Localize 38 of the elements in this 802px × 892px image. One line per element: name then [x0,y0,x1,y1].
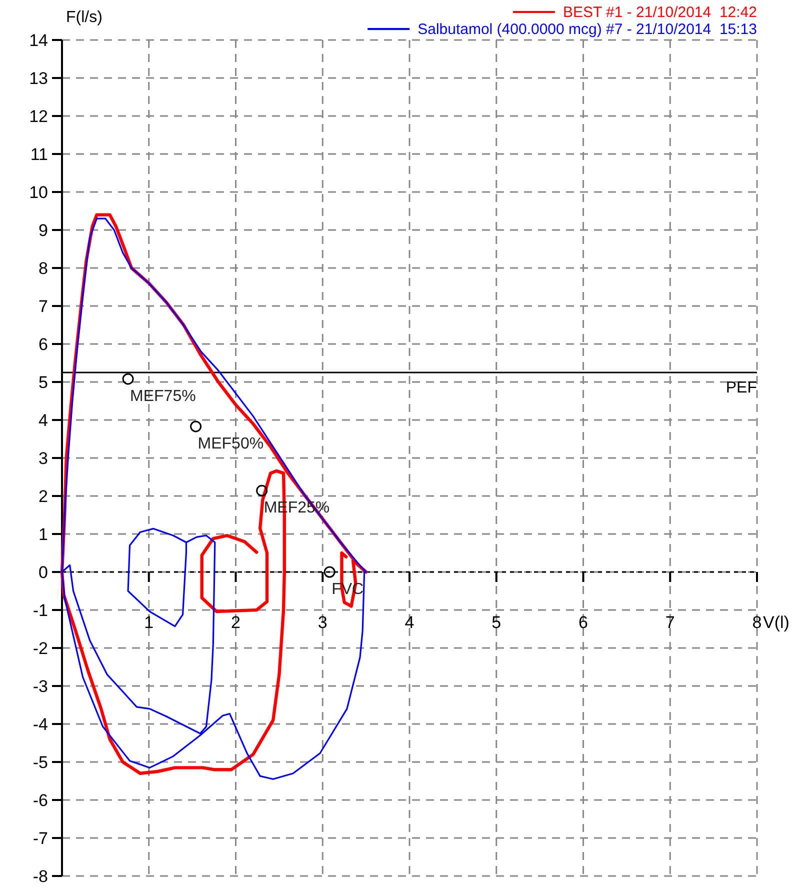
y-tick-label: -7 [32,829,48,848]
x-tick-label: 4 [404,613,414,632]
y-tick-label: -1 [32,601,48,620]
y-tick-label: 5 [38,373,48,392]
ref-line-label: PEF [726,380,758,396]
y-tick-label: 4 [38,411,48,430]
x-tick-label: 2 [231,613,240,632]
y-tick-label: 10 [29,183,48,202]
y-tick-label: -5 [32,753,48,772]
legend-label: BEST #1 - 21/10/2014 12:42 [562,4,757,21]
y-tick-label: -8 [32,867,48,886]
x-tick-label: 6 [578,613,588,632]
annotation: MEF50% [198,435,264,452]
y-tick-label: 11 [30,145,48,164]
x-tick-label: 3 [318,613,328,632]
y-tick-label: -3 [32,677,48,696]
annotation: MEF75% [130,388,196,405]
x-tick-label: 7 [665,613,675,632]
x-tick-label: 5 [492,613,502,632]
y-tick-label: 14 [29,31,48,50]
x-tick-label: 1 [144,613,154,632]
y-tick-label: 13 [29,69,48,88]
y-tick-label: -2 [32,639,48,658]
y-tick-label: -4 [32,715,48,734]
y-tick-label: 1 [38,525,48,544]
y-tick-label: 9 [38,221,48,240]
y-tick-label: 8 [38,259,48,278]
y-tick-label: 2 [38,487,48,506]
legend-label: Salbutamol (400.0000 mcg) #7 - 21/10/2014 15:13 [418,21,757,38]
y-tick-label: 3 [38,449,48,468]
y-axis-title: F(l/s) [66,9,102,26]
y-tick-label: 6 [38,335,48,354]
y-tick-label: -6 [32,791,48,810]
x-axis-title: V(l) [763,613,790,632]
y-tick-label: 12 [29,107,48,126]
y-tick-label: 7 [38,297,48,316]
x-tick-label: 8 [752,613,762,632]
y-tick-label: 0 [38,563,48,582]
